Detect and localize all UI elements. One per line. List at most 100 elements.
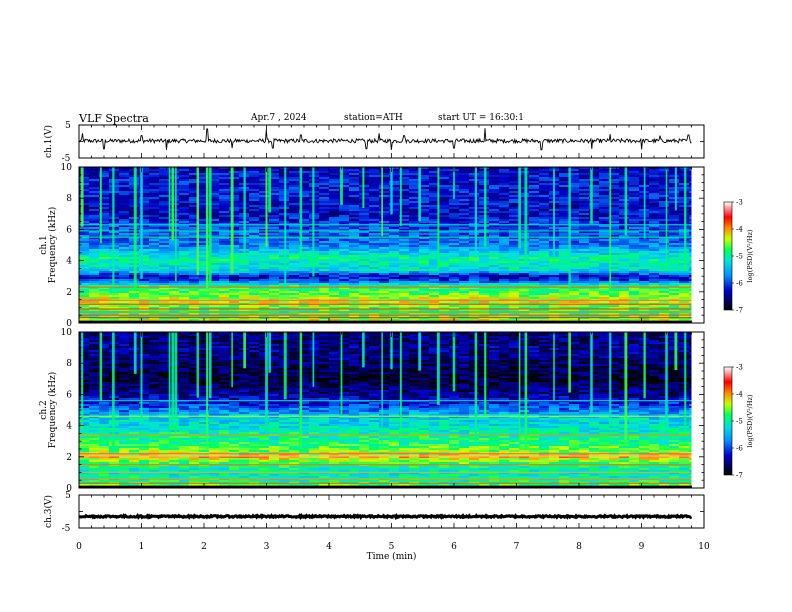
ch1-spectrogram-cell (319, 187, 330, 190)
ch1-spectrogram-cell (529, 285, 540, 288)
ch1-spectrogram-cell (659, 231, 670, 234)
ch1-spectrogram-cell (249, 313, 260, 316)
ch1-spectrogram-cell (569, 291, 580, 294)
ch1-spectrogram-cell (389, 207, 400, 210)
ch1-spectrogram-cell (419, 243, 430, 246)
ch1-spectrogram-cell (119, 177, 130, 180)
ch1-spectrogram-cell (149, 223, 160, 226)
ch1-spectrogram-cell (229, 261, 240, 264)
ch1-spectrogram-cell (159, 173, 170, 176)
ch1-spectrogram-cell (379, 255, 390, 258)
ch1-spectrogram-cell (389, 223, 400, 226)
ch1-spectrogram-cell (559, 205, 570, 208)
ch1-spectrogram-cell (209, 209, 220, 212)
ch1-spectrogram-cell (189, 285, 200, 288)
ch1-spectrogram-cell (579, 205, 590, 208)
ch1-spectrogram-cell (529, 309, 540, 312)
ch1-spectrogram-cell (579, 211, 590, 214)
ch1-spectrogram-cell (629, 201, 640, 204)
ch1-spectrogram-cell (559, 167, 570, 170)
ch1-spectrogram-cell (639, 259, 650, 262)
ch1-spectrogram-cell (659, 179, 670, 182)
ch1-spectrogram-cell (409, 203, 420, 206)
ch1-spectrogram-cell (459, 185, 470, 188)
ch1-spectrogram-cell (599, 259, 610, 262)
ch1-spectrogram-cell (409, 207, 420, 210)
ch1-spectrogram-cell (119, 203, 130, 206)
ch1-spectrogram-cell (369, 239, 380, 242)
ch1-spectrogram-cell (349, 253, 360, 256)
ch1-spectrogram-cell (629, 225, 640, 228)
ch1-spectrogram-cell (269, 255, 280, 258)
ch1-spectrogram-cell (489, 193, 500, 196)
ch1-spectrogram-cell (139, 285, 150, 288)
ch1-spectrogram-cell (589, 201, 600, 204)
ch1-spectrogram-cell (189, 261, 200, 264)
ch1-spectrogram-cell (189, 283, 200, 286)
ch1-spectrogram-cell (449, 313, 460, 316)
ch1-spectrogram-cell (589, 167, 600, 170)
ch1-spectrogram-cell (379, 193, 390, 196)
ch1-spectrogram-cell (569, 211, 580, 214)
ch1-spectrogram-cell (529, 205, 540, 208)
ch1-spectrogram-cell (389, 193, 400, 196)
ch1-spectrogram-cell (589, 275, 600, 278)
ch1-spectrogram-cell (489, 217, 500, 220)
ch1-spectrogram-cell (419, 227, 430, 230)
ch1-spectrogram-cell (209, 263, 220, 266)
ch1-spectrogram-cell (379, 263, 390, 266)
ch1-spectrogram-cell (279, 271, 290, 274)
ch1-spectrogram-cell (669, 237, 680, 240)
ch1-spectrogram-cell (269, 277, 280, 280)
ch1-spectrogram-cell (169, 217, 180, 220)
ch1-spectrogram-cell (89, 237, 100, 240)
ch1-spectrogram-cell (669, 241, 680, 244)
ch1-spectrogram-cell (689, 265, 692, 268)
ch1-spectrogram-cell (139, 293, 150, 296)
ch1-spectrogram-cell (349, 319, 360, 322)
ch1-spectrogram-cell (79, 237, 90, 240)
ch1-spectrogram-cell (99, 307, 110, 310)
ch1-spectrogram-cell (439, 267, 450, 270)
ch1-spectrogram-cell (409, 319, 420, 322)
ch1-spectrogram-cell (429, 221, 440, 224)
ch1-spectrogram-cell (679, 301, 690, 304)
ch1-spectrogram-cell (279, 261, 290, 264)
ch1-spectrogram-cell (119, 245, 130, 248)
ch1-spectrogram-cell (229, 259, 240, 262)
ch1-spectrogram-cell (519, 301, 530, 304)
ch1-spectrogram-cell (279, 247, 290, 250)
ch1-spectrogram-cell (189, 193, 200, 196)
ch1-spectrogram-cell (429, 259, 440, 262)
ch1-spectrogram-cell (169, 209, 180, 212)
ch1-spectrogram-cell (199, 217, 210, 220)
ch1-spectrogram-cell (439, 201, 450, 204)
ch1-spectrogram-cell (79, 227, 90, 230)
ch1-spectrogram-cell (459, 197, 470, 200)
ch1-spectrogram-cell (109, 301, 120, 304)
ch1-spectrogram-cell (549, 315, 560, 318)
ch1-spectrogram-cell (439, 295, 450, 298)
ch1-spectrogram-cell (359, 217, 370, 220)
ch1-spectrogram-cell (419, 319, 430, 322)
ch1-spectrogram-cell (339, 177, 350, 180)
ch1-spectrogram-cell (199, 247, 210, 250)
ch1-spectrogram-cell (169, 265, 180, 268)
ch1-spectrogram-cell (399, 283, 410, 286)
ch1-spectrogram-cell (639, 247, 650, 250)
ch1-spectrogram-cell (399, 261, 410, 264)
ch1-spectrogram-cell (179, 243, 190, 246)
ch1-spectrogram-cell (649, 177, 660, 180)
ch1-spectrogram-cell (179, 259, 190, 262)
ch1-spectrogram-cell (509, 225, 520, 228)
ch1-spectrogram-cell (149, 293, 160, 296)
ch1-spectrogram-cell (629, 187, 640, 190)
ch1-spectrogram-cell (99, 169, 110, 172)
ch1-spectrogram-cell (549, 275, 560, 278)
ch1-spectrogram-cell (179, 261, 190, 264)
ch1-spectrogram-cell (209, 233, 220, 236)
ch1-spectrogram-cell (209, 245, 220, 248)
ch1-spectrogram-cell (379, 289, 390, 292)
ch1-spectrogram-cell (419, 177, 430, 180)
ch1-spectrogram-cell (259, 287, 270, 290)
